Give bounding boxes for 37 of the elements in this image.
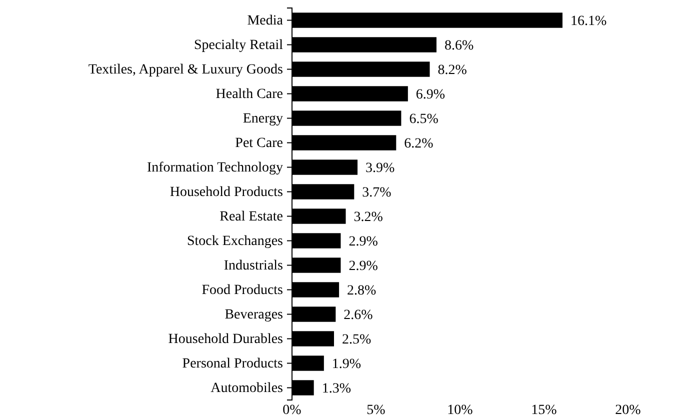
y-tick-label: Specialty Retail bbox=[194, 38, 284, 54]
data-label: 2.6% bbox=[344, 308, 374, 324]
y-tick-label: Industrials bbox=[224, 258, 283, 274]
x-tick-label: 15% bbox=[531, 402, 558, 418]
data-label: 1.9% bbox=[332, 357, 362, 372]
data-label: 16.1% bbox=[570, 14, 607, 30]
y-tick-label: Media bbox=[247, 14, 284, 29]
y-tick-label: Information Technology bbox=[146, 160, 283, 176]
data-label: 3.2% bbox=[354, 210, 384, 226]
data-label: 3.9% bbox=[366, 161, 396, 176]
data-label: 2.9% bbox=[348, 234, 378, 250]
y-tick-label: Real Estate bbox=[220, 210, 283, 225]
x-tick-label: 20% bbox=[615, 402, 642, 418]
data-label: 6.5% bbox=[409, 112, 439, 128]
x-tick-label: 5% bbox=[366, 402, 386, 418]
data-label: 6.9% bbox=[416, 88, 446, 103]
x-tick-label: 10% bbox=[447, 402, 474, 418]
data-label: 1.3% bbox=[322, 382, 352, 397]
data-label: 2.8% bbox=[347, 284, 377, 299]
y-tick-label: Automobiles bbox=[210, 381, 283, 396]
y-tick-label: Personal Products bbox=[182, 356, 283, 372]
y-tick-label: Beverages bbox=[224, 308, 283, 323]
data-label: 6.2% bbox=[404, 136, 434, 152]
y-tick-label: Household Products bbox=[170, 185, 283, 200]
data-label: 8.6% bbox=[444, 38, 474, 54]
y-tick-label: Pet Care bbox=[235, 136, 283, 152]
y-tick-label: Household Durables bbox=[168, 332, 283, 348]
data-label: 2.5% bbox=[342, 332, 372, 348]
data-label: 2.9% bbox=[348, 259, 378, 274]
data-label: 3.7% bbox=[362, 186, 392, 201]
y-tick-label: Textiles, Apparel & Luxury Goods bbox=[88, 62, 283, 78]
y-tick-label: Health Care bbox=[216, 87, 283, 102]
data-label: 8.2% bbox=[438, 63, 468, 78]
y-tick-label: Food Products bbox=[202, 283, 283, 298]
y-tick-label: Stock Exchanges bbox=[186, 234, 283, 250]
y-tick-label: Energy bbox=[242, 112, 283, 127]
x-tick-label: 0% bbox=[282, 402, 302, 418]
